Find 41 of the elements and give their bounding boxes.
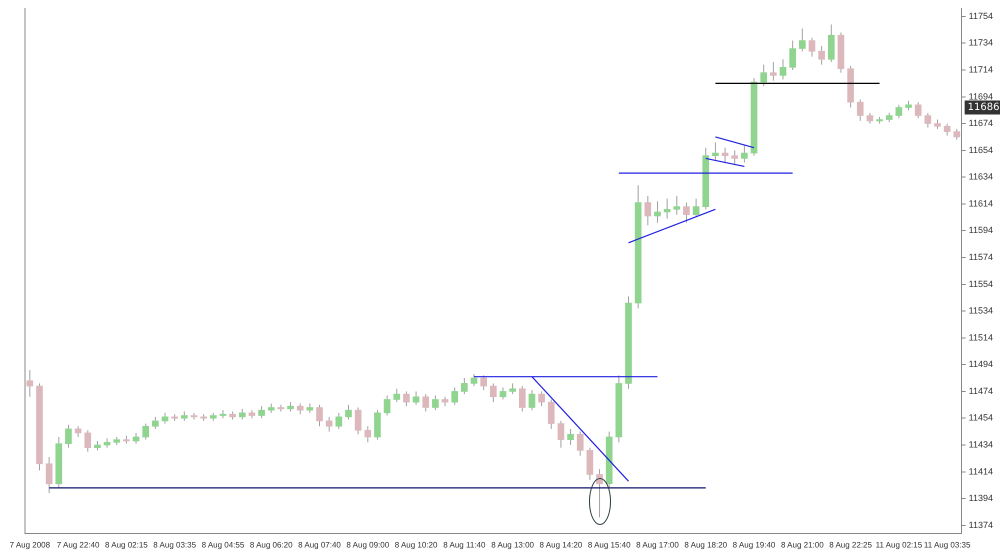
y-tick-label: 11694: [968, 91, 993, 102]
x-tick-label: 8 Aug 17:00: [636, 540, 680, 550]
x-tick-label: 8 Aug 15:40: [588, 540, 632, 550]
y-tick-label: 11474: [968, 386, 993, 396]
x-tick-label: 7 Aug 22:40: [56, 540, 100, 550]
y-tick-label: 11714: [968, 64, 993, 74]
y-tick-label: 11654: [968, 144, 993, 155]
x-tick-label: 8 Aug 14:20: [540, 540, 583, 550]
x-tick-label: 8 Aug 13:00: [491, 540, 535, 550]
x-tick-label: 8 Aug 07:40: [298, 540, 342, 550]
y-tick-label: 11554: [968, 278, 993, 289]
y-tick-label: 11494: [968, 359, 993, 370]
x-tick-label: 8 Aug 11:40: [443, 540, 486, 550]
y-tick-label: 11634: [968, 172, 993, 182]
x-tick-label: 8 Aug 02:15: [105, 540, 148, 550]
x-tick-label: 11 Aug 02:15: [876, 540, 923, 550]
y-tick-label: 11574: [968, 252, 993, 262]
x-tick-label: 7 Aug 2008: [10, 540, 51, 550]
y-tick-label: 11754: [968, 10, 993, 21]
x-tick-label: 8 Aug 09:00: [346, 540, 390, 550]
x-tick-label: 11 Aug 03:35: [924, 540, 971, 550]
y-tick-label: 11674: [968, 118, 993, 128]
y-tick-label: 11434: [968, 439, 993, 450]
x-tick-label: 8 Aug 06:20: [250, 540, 294, 550]
x-tick-label: 8 Aug 21:00: [780, 540, 824, 550]
x-tick-label: 8 Aug 22:25: [829, 540, 872, 550]
y-tick-label: 11454: [968, 412, 993, 423]
y-tick-label: 11414: [968, 466, 993, 476]
y-tick-label: 11374: [968, 520, 993, 530]
y-tick-label: 11514: [968, 332, 993, 342]
x-tick-label: 8 Aug 04:55: [202, 540, 245, 550]
y-tick-label: 11614: [968, 198, 993, 208]
y-tick-label: 11534: [968, 306, 993, 316]
y-tick-label: 11594: [968, 225, 993, 236]
x-tick-label: 8 Aug 18:20: [684, 540, 728, 550]
x-tick-label: 8 Aug 19:40: [732, 540, 776, 550]
x-tick-label: 8 Aug 10:20: [394, 540, 438, 550]
y-tick-label: 11734: [968, 38, 993, 48]
annotation: 11686: [968, 102, 1000, 114]
x-tick-label: 8 Aug 03:35: [153, 540, 197, 550]
y-tick-label: 11394: [968, 493, 993, 504]
